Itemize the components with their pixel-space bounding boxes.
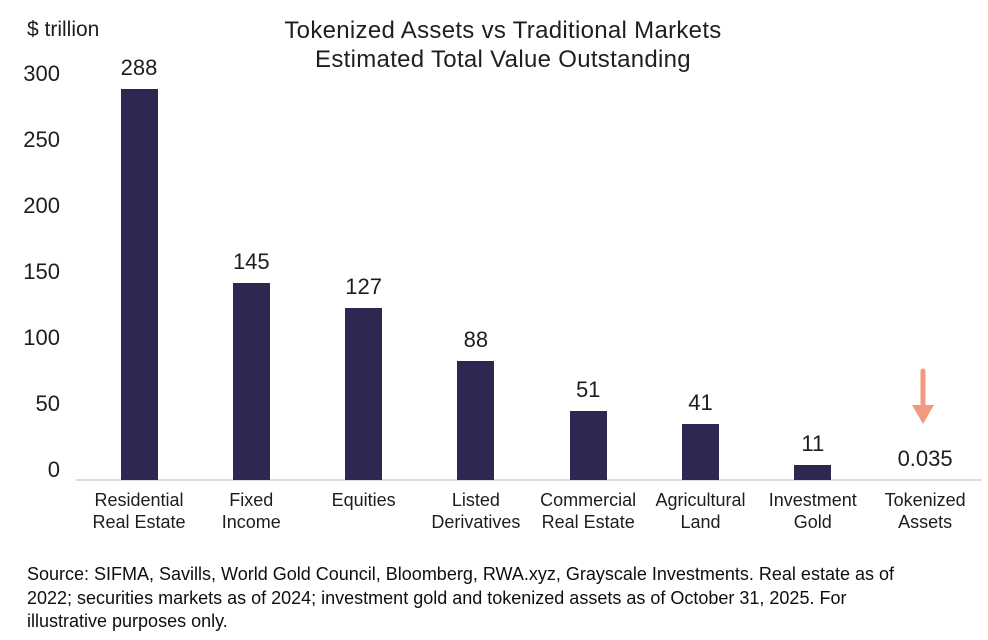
source-note-line3: illustrative purposes only. — [27, 611, 228, 631]
bar-fixed-income — [232, 283, 270, 480]
bar-value-label-tokenized-assets: 0.035 — [897, 446, 953, 471]
bar-value-label-investment-gold: 11 — [801, 431, 825, 456]
x-axis-line — [76, 479, 982, 481]
chart-title: Tokenized Assets vs Traditional Markets … — [18, 16, 988, 74]
source-note-line2: 2022; securities markets as of 2024; inv… — [27, 587, 847, 608]
y-tick-label-100: 100 — [23, 325, 60, 350]
bar-commercial-real-estate — [569, 411, 607, 480]
chart-title-line1: Tokenized Assets vs Traditional Markets — [284, 17, 722, 44]
category-label-tokenized-assets: Tokenized Assets — [884, 490, 966, 532]
source-note: Source: SIFMA, Savills, World Gold Counc… — [27, 563, 977, 634]
y-axis-unit-label: $ trillion — [27, 18, 100, 41]
bar-value-label-agricultural-land: 41 — [688, 390, 713, 415]
category-label-residential-real-estate: Residential Real Estate — [92, 490, 186, 532]
y-tick-label-150: 150 — [23, 259, 60, 284]
bar-residential-real-estate — [120, 89, 158, 480]
bar-value-label-fixed-income: 145 — [232, 249, 270, 274]
bar-agricultural-land — [682, 424, 719, 480]
category-label-fixed-income: Fixed Income — [221, 490, 281, 532]
source-note-line1: Source: SIFMA, Savills, World Gold Counc… — [27, 564, 894, 584]
y-tick-label-300: 300 — [23, 61, 60, 86]
bar-equities — [345, 308, 383, 480]
y-tick-label-250: 250 — [23, 127, 60, 152]
bar-value-label-listed-derivatives: 88 — [463, 327, 489, 352]
bar-listed-derivatives — [457, 361, 495, 480]
category-label-equities: Equities — [331, 490, 396, 510]
bar-value-label-equities: 127 — [345, 274, 382, 299]
bar-value-label-residential-real-estate: 288 — [120, 55, 158, 80]
y-tick-label-200: 200 — [23, 193, 60, 218]
chart-title-line2: Estimated Total Value Outstanding — [315, 46, 691, 73]
category-label-listed-derivatives: Listed Derivatives — [431, 490, 521, 532]
y-tick-label-0: 0 — [47, 457, 60, 482]
y-tick-label-50: 50 — [35, 391, 60, 416]
category-label-commercial-real-estate: Commercial Real Estate — [540, 490, 637, 532]
bar-value-label-commercial-real-estate: 51 — [575, 377, 601, 402]
category-label-agricultural-land: Agricultural Land — [655, 490, 746, 532]
down-arrow-icon — [912, 368, 934, 424]
category-label-investment-gold: Investment Gold — [768, 490, 857, 532]
bar-investment-gold — [794, 465, 832, 480]
